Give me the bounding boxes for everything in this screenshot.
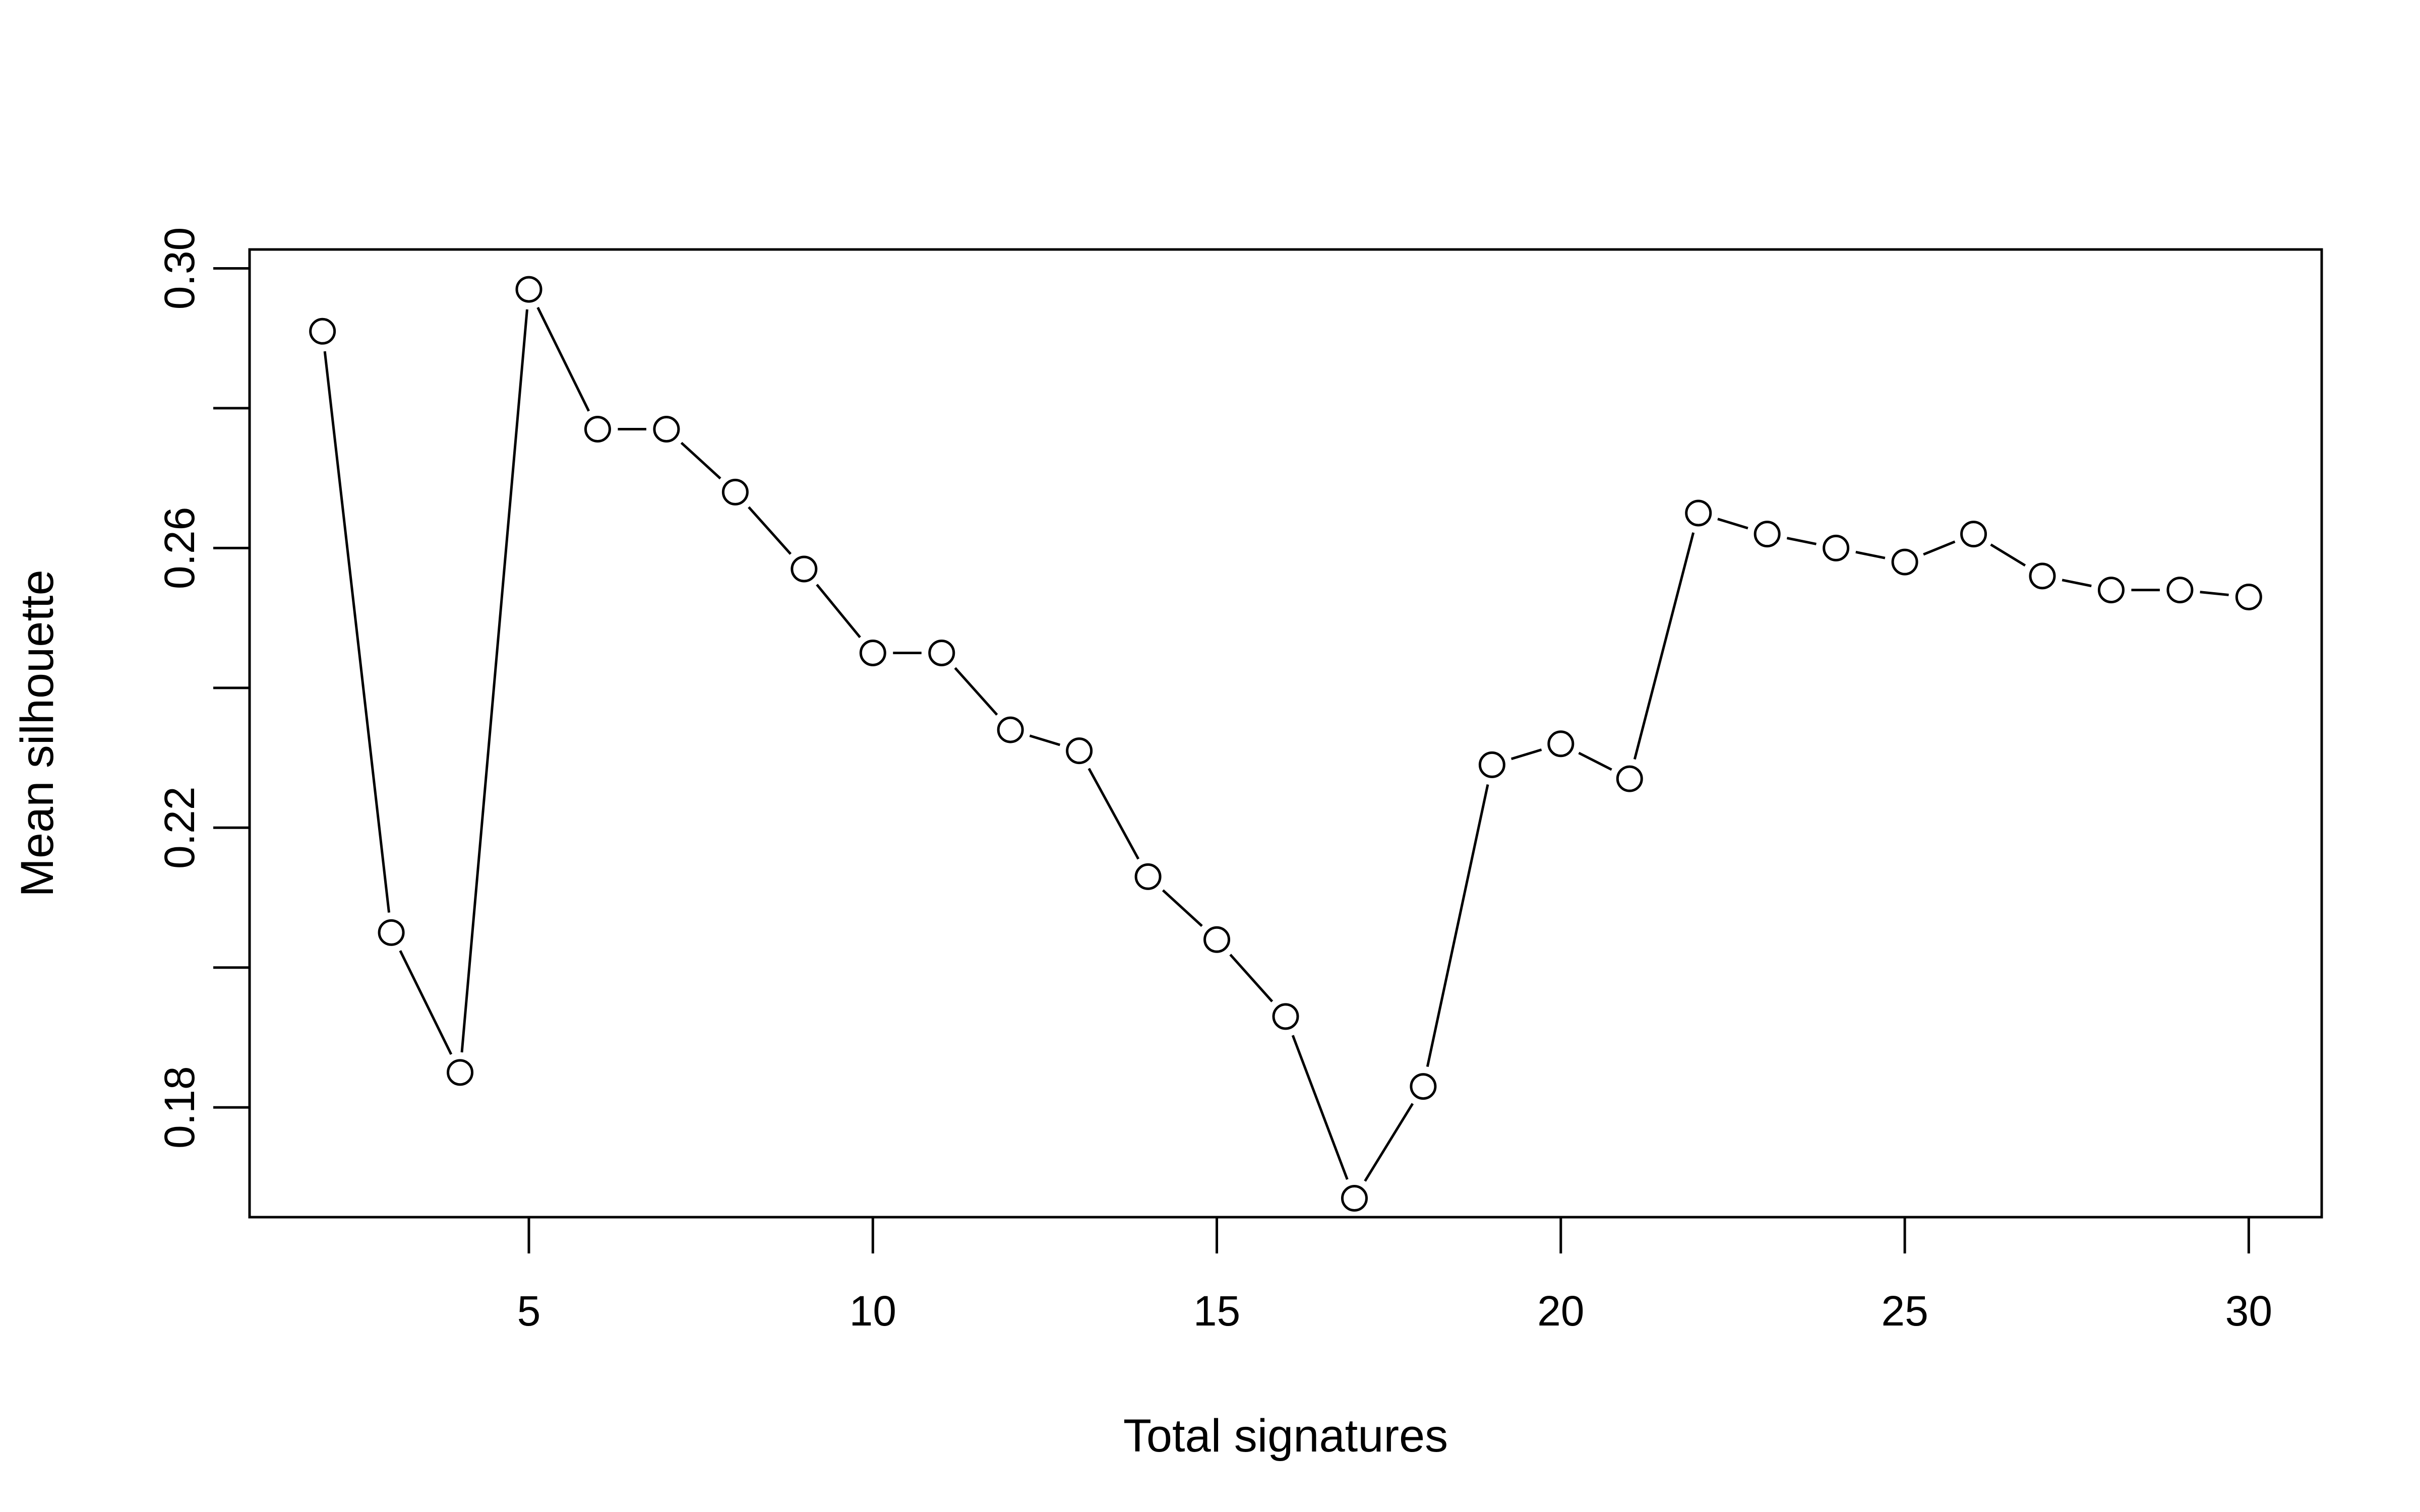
series-line-segment (816, 584, 861, 639)
data-point (791, 555, 818, 583)
data-point (721, 478, 749, 506)
data-point (1960, 521, 1987, 548)
x-tick-label: 5 (517, 1287, 541, 1335)
data-point (928, 639, 955, 666)
x-tick-label: 15 (1193, 1287, 1240, 1335)
data-point (1891, 548, 1918, 576)
data-point (1341, 1185, 1368, 1212)
data-point (2166, 577, 2194, 604)
data-point (1203, 926, 1231, 953)
series-line-segment (1717, 518, 1748, 530)
data-point (515, 276, 542, 303)
x-tick-label: 25 (1881, 1287, 1928, 1335)
y-tick-label: 0.30 (156, 227, 203, 310)
y-axis: 0.18 0.22 0.26 0.30 (156, 227, 251, 1149)
series-line-segment (2200, 591, 2229, 596)
x-tick-label: 10 (850, 1287, 896, 1335)
series-line-segment (399, 950, 453, 1055)
data-point (1134, 863, 1162, 890)
data-point (1547, 730, 1575, 758)
data-point (1478, 751, 1505, 778)
series-line-segment (1510, 748, 1542, 761)
series-line-segment (748, 506, 792, 555)
x-axis: 5 10 15 20 25 30 (517, 1216, 2272, 1335)
series-line-segment (1990, 543, 2026, 567)
series-line-segment (323, 351, 391, 913)
data-point (309, 318, 336, 345)
data-point (1823, 534, 1850, 561)
data-point (653, 416, 680, 443)
data-point (1685, 499, 1712, 527)
series-line-segment (536, 306, 590, 412)
plot-frame (248, 248, 2323, 1219)
series-line-segment (2062, 579, 2092, 588)
data-point (2097, 577, 2125, 604)
data-point (447, 1059, 474, 1086)
y-tick-label: 0.26 (156, 507, 203, 590)
series-line-segment (1786, 537, 1817, 545)
data-point (1616, 765, 1643, 792)
series-lines (323, 306, 2229, 1182)
series-line-segment (1633, 532, 1695, 760)
data-point (1066, 737, 1093, 765)
series-line-segment (1578, 751, 1612, 771)
data-point (1410, 1073, 1437, 1100)
data-point (378, 919, 405, 946)
series-line-segment (1855, 550, 1886, 559)
series-line-segment (1029, 734, 1061, 746)
data-point (859, 639, 886, 666)
series-line-segment (1087, 768, 1140, 860)
y-axis-label: Mean silhouette (12, 570, 63, 897)
series-line-segment (1162, 889, 1203, 927)
series-line-segment (1291, 1035, 1349, 1180)
data-point (1272, 1003, 1299, 1030)
y-tick-label: 0.18 (156, 1066, 203, 1149)
data-point (1753, 521, 1781, 548)
series-line-segment (1923, 540, 1956, 556)
data-point (997, 716, 1024, 743)
x-tick-label: 30 (2225, 1287, 2272, 1335)
series-line-segment (1364, 1103, 1414, 1182)
data-point (2029, 562, 2056, 590)
series-line-segment (954, 667, 998, 716)
series-line-segment (1229, 954, 1274, 1002)
y-tick-label: 0.22 (156, 787, 203, 869)
data-point (2235, 583, 2262, 610)
series-line-segment (1426, 784, 1489, 1067)
data-point (584, 416, 611, 443)
series-points (309, 276, 2262, 1212)
series-line-segment (680, 442, 721, 480)
x-tick-label: 20 (1537, 1287, 1584, 1335)
series-line-segment (460, 309, 528, 1053)
x-axis-label: Total signatures (1123, 1410, 1448, 1462)
